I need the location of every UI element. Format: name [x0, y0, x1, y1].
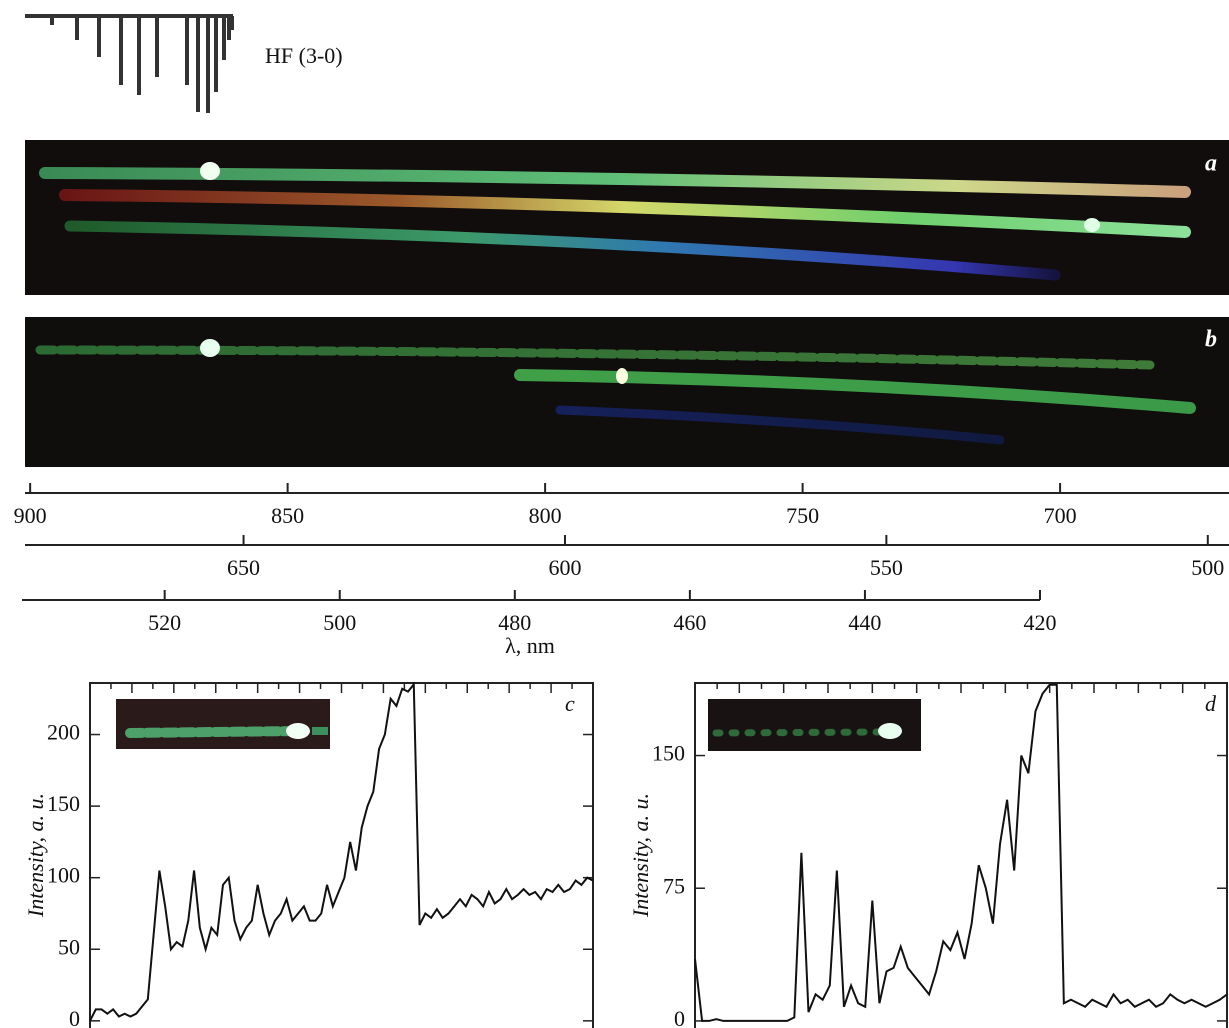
scale-tick-label: 550 — [870, 555, 903, 580]
scale-tick-label: 500 — [323, 610, 356, 635]
y-tick-label: 0 — [69, 1006, 80, 1028]
y-tick-label: 75 — [663, 873, 685, 898]
y-tick-label: 100 — [47, 863, 80, 888]
scale-tick-label: 440 — [848, 610, 881, 635]
y-tick-label: 200 — [47, 720, 80, 745]
y-tick-label: 150 — [47, 791, 80, 816]
panel-label: d — [1205, 691, 1217, 716]
panel-label: b — [1205, 327, 1217, 353]
data-line — [89, 681, 594, 1022]
scale-tick-label: 520 — [148, 610, 181, 635]
y-tick-label: 0 — [674, 1006, 685, 1028]
scale-tick-label: 650 — [227, 555, 260, 580]
panel-label: a — [1205, 151, 1217, 177]
panel-label: c — [565, 691, 575, 716]
scale-tick-label: 850 — [271, 503, 304, 528]
image-b: b — [25, 317, 1229, 467]
y-tick-label: 150 — [652, 741, 685, 766]
y-axis-label: Intensity, a. u. — [23, 793, 48, 918]
scale-tick-label: 700 — [1044, 503, 1077, 528]
scale-tick-label: 800 — [529, 503, 562, 528]
y-axis-label: Intensity, a. u. — [628, 793, 653, 918]
wavelength-scales: 900 850 800 750 700 650 600 550 500 520 500 480 460 4… — [14, 483, 1229, 635]
scale-tick-label: 600 — [548, 555, 581, 580]
inset-c — [116, 699, 330, 749]
scale-tick-label: 460 — [673, 610, 706, 635]
spectrum-label: HF (3-0) — [265, 43, 343, 68]
stick-spectrum — [25, 14, 234, 113]
image-a: a — [25, 140, 1229, 295]
scale-tick-label: 500 — [1191, 555, 1224, 580]
scale-tick-label: 900 — [14, 503, 47, 528]
inset-d — [708, 699, 921, 751]
scale-tick-label: 480 — [498, 610, 531, 635]
data-line — [694, 683, 1228, 1022]
y-tick-label: 50 — [58, 934, 80, 959]
wavelength-label: λ, nm — [505, 633, 555, 658]
scale-tick-label: 420 — [1024, 610, 1057, 635]
scale-tick-label: 750 — [786, 503, 819, 528]
